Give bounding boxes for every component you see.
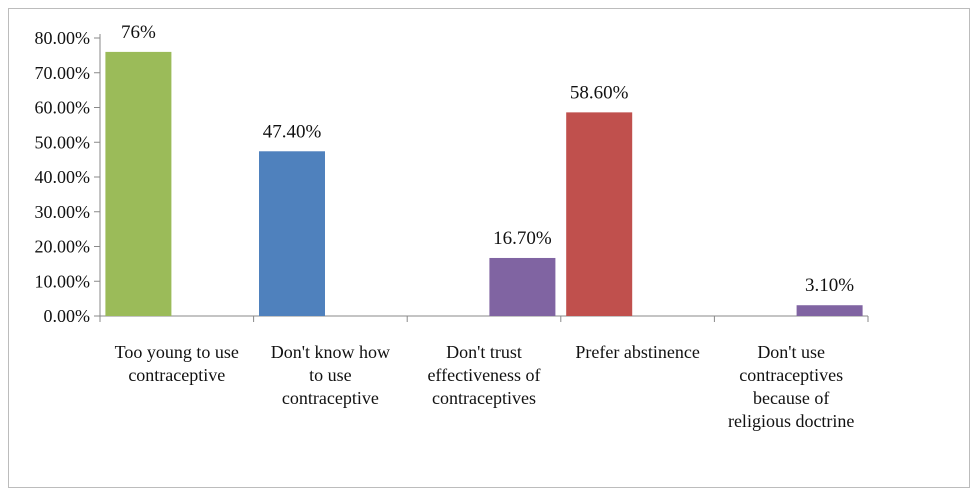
category-label: Too young to use xyxy=(115,342,239,362)
category-label: Don't trust xyxy=(446,342,522,362)
y-tick-label: 0.00% xyxy=(44,306,91,326)
category-label: Don't know how xyxy=(271,342,390,362)
y-tick-label: 40.00% xyxy=(35,167,91,187)
data-label: 47.40% xyxy=(263,121,322,142)
y-tick-label: 60.00% xyxy=(35,98,91,118)
bar xyxy=(105,51,172,317)
y-tick-label: 30.00% xyxy=(35,202,91,222)
data-label: 3.10% xyxy=(805,275,854,296)
y-tick-label: 50.00% xyxy=(35,132,91,152)
category-label: effectiveness of xyxy=(427,365,540,385)
category-label: contraceptive xyxy=(128,365,225,385)
category-label: contraceptives xyxy=(739,365,843,385)
y-tick-label: 10.00% xyxy=(35,271,91,291)
data-label: 58.60% xyxy=(570,82,629,103)
y-tick-label: 80.00% xyxy=(35,28,91,48)
category-label: Don't use xyxy=(757,342,825,362)
category-label: to use xyxy=(309,365,352,385)
category-label: contraceptive xyxy=(282,388,379,408)
bar xyxy=(796,305,863,316)
category-label: contraceptives xyxy=(432,388,536,408)
y-tick-label: 20.00% xyxy=(35,237,91,257)
bar xyxy=(489,257,556,316)
bar xyxy=(259,151,325,316)
category-label: because of xyxy=(753,388,829,408)
data-label: 16.70% xyxy=(493,228,552,249)
bar xyxy=(566,112,633,317)
y-tick-label: 70.00% xyxy=(35,63,91,83)
category-label: Prefer abstinence xyxy=(575,342,699,362)
category-label: religious doctrine xyxy=(728,411,854,431)
data-label: 76% xyxy=(121,22,156,43)
